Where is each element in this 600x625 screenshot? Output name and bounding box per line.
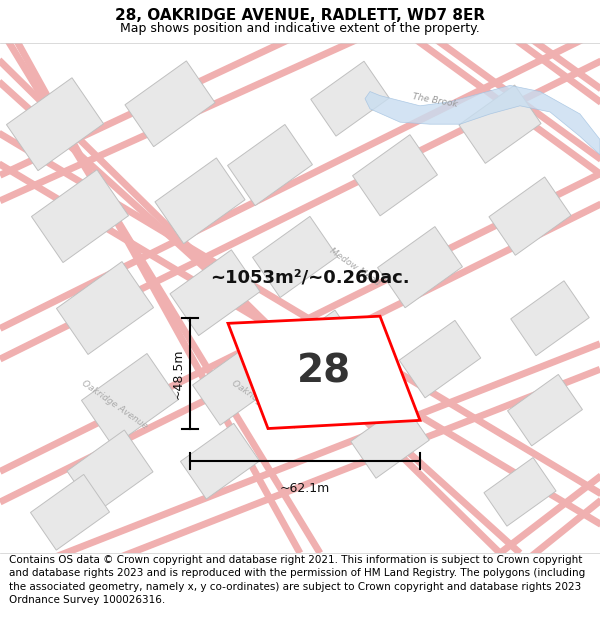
Polygon shape bbox=[511, 281, 589, 356]
Polygon shape bbox=[459, 85, 541, 163]
Polygon shape bbox=[31, 169, 128, 262]
Polygon shape bbox=[181, 423, 260, 499]
Polygon shape bbox=[56, 262, 154, 354]
Polygon shape bbox=[125, 61, 215, 147]
Text: ~62.1m: ~62.1m bbox=[280, 482, 330, 494]
Polygon shape bbox=[365, 86, 600, 155]
Polygon shape bbox=[82, 354, 179, 446]
Polygon shape bbox=[31, 474, 110, 550]
Polygon shape bbox=[228, 316, 420, 429]
Text: Oakridge Avenue: Oakridge Avenue bbox=[230, 379, 299, 431]
Text: The Brook: The Brook bbox=[412, 92, 458, 109]
Text: 28, OAKRIDGE AVENUE, RADLETT, WD7 8ER: 28, OAKRIDGE AVENUE, RADLETT, WD7 8ER bbox=[115, 8, 485, 22]
Polygon shape bbox=[353, 134, 437, 216]
Polygon shape bbox=[489, 177, 571, 255]
Text: 28: 28 bbox=[297, 352, 351, 391]
Polygon shape bbox=[279, 310, 361, 388]
Text: Map shows position and indicative extent of the property.: Map shows position and indicative extent… bbox=[120, 22, 480, 35]
Text: Oakridge Avenue: Oakridge Avenue bbox=[80, 379, 149, 431]
Polygon shape bbox=[155, 158, 245, 244]
Polygon shape bbox=[170, 250, 260, 336]
Polygon shape bbox=[7, 78, 104, 171]
Text: ~1053m²/~0.260ac.: ~1053m²/~0.260ac. bbox=[210, 268, 410, 286]
Polygon shape bbox=[351, 403, 429, 478]
Text: Medow Mead: Medow Mead bbox=[328, 246, 382, 288]
Polygon shape bbox=[508, 374, 583, 446]
Polygon shape bbox=[67, 430, 153, 513]
Polygon shape bbox=[253, 216, 337, 298]
Polygon shape bbox=[193, 344, 277, 425]
Text: Contains OS data © Crown copyright and database right 2021. This information is : Contains OS data © Crown copyright and d… bbox=[9, 555, 585, 605]
Polygon shape bbox=[484, 458, 556, 526]
Polygon shape bbox=[227, 124, 313, 206]
Text: ~48.5m: ~48.5m bbox=[172, 348, 185, 399]
Polygon shape bbox=[377, 227, 463, 308]
Polygon shape bbox=[311, 61, 389, 136]
Polygon shape bbox=[399, 321, 481, 398]
